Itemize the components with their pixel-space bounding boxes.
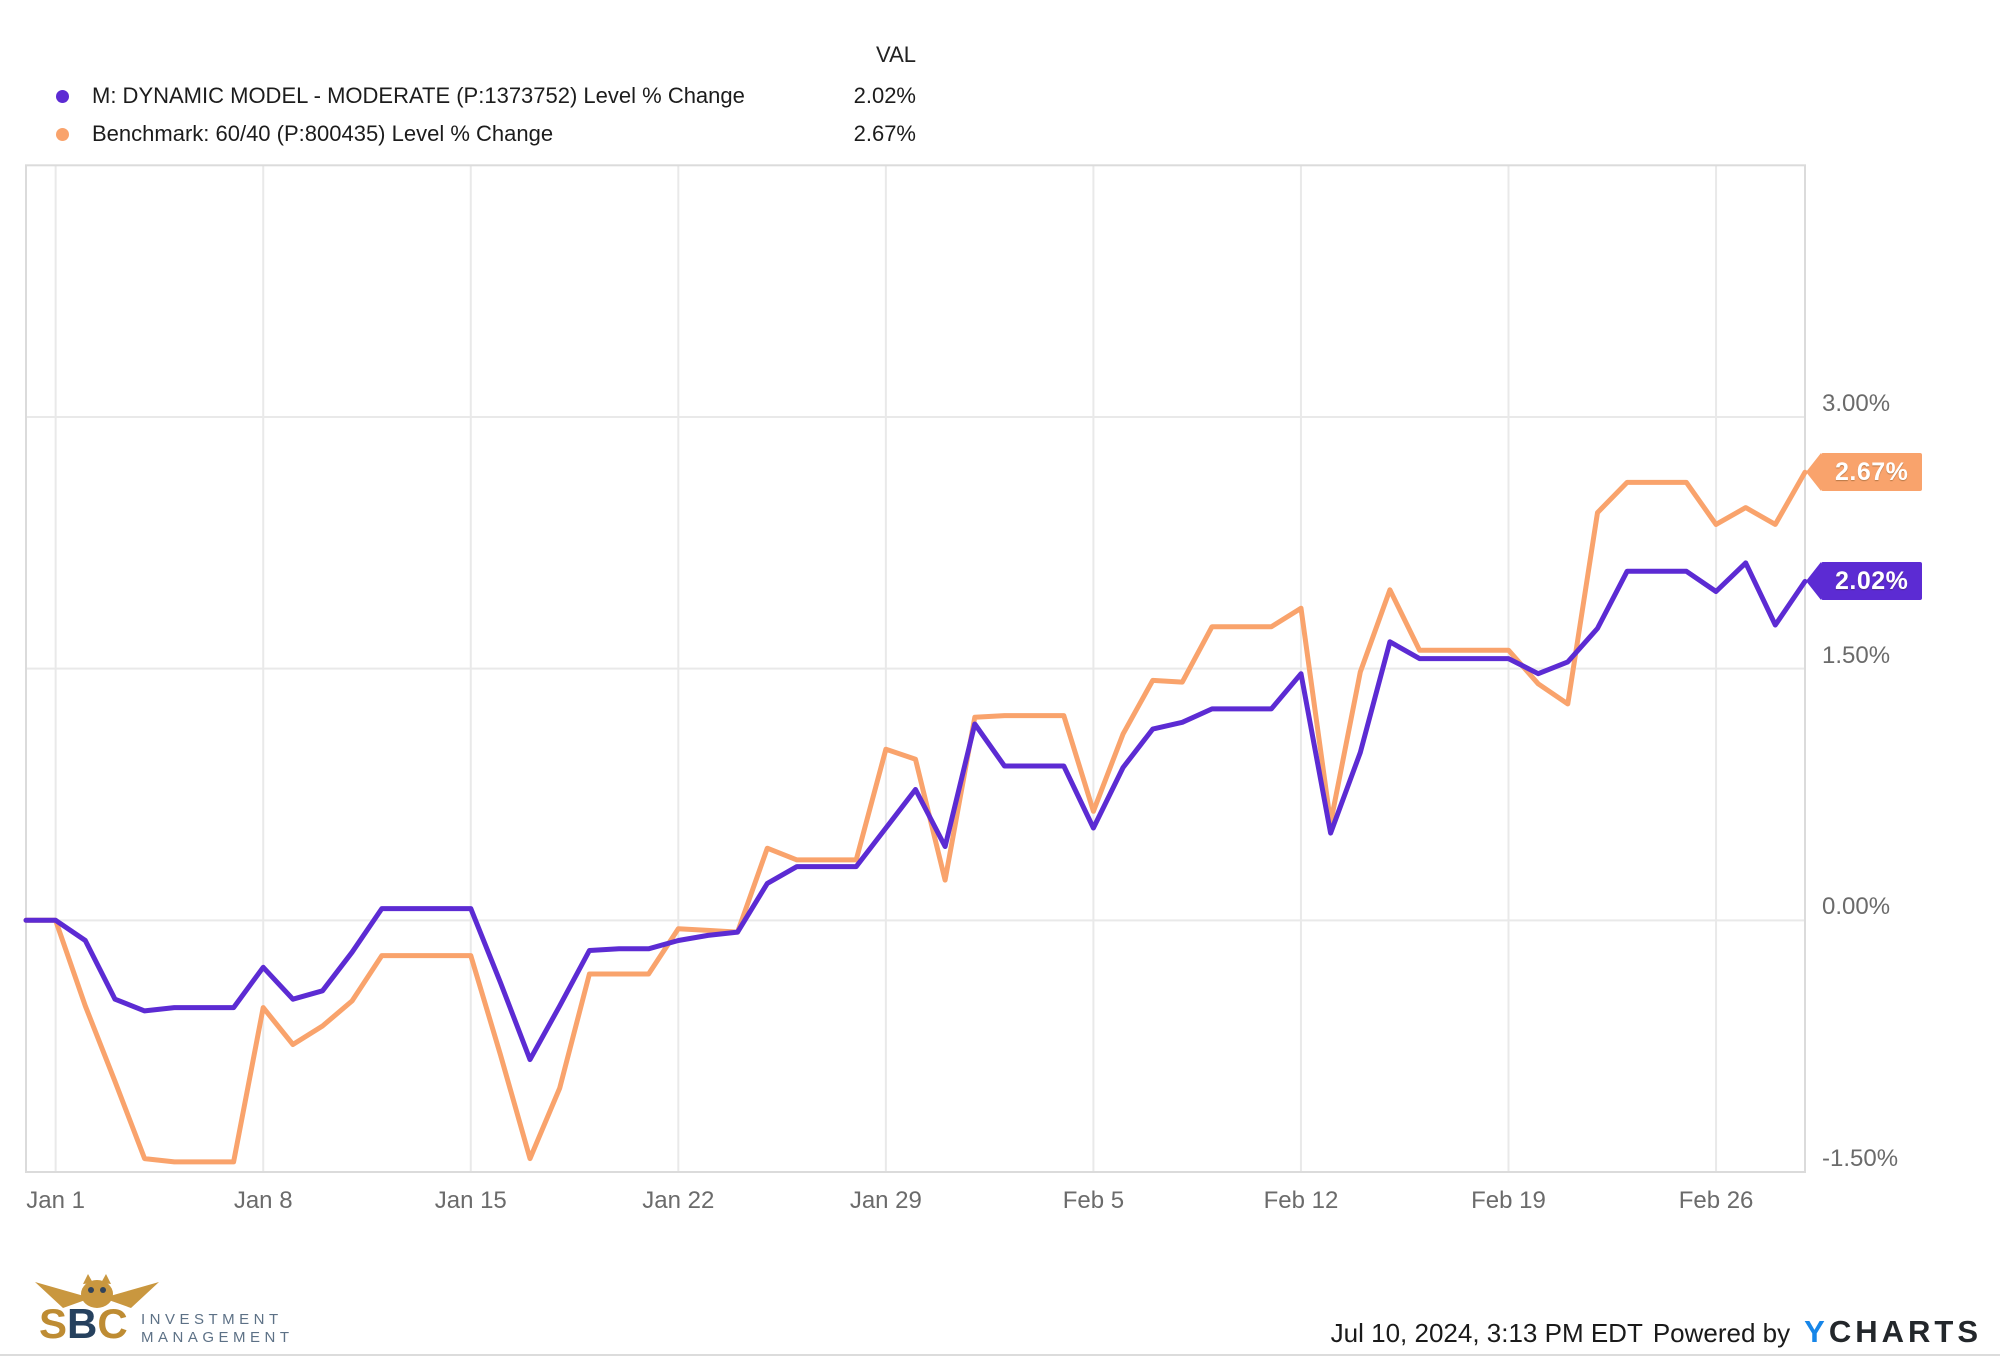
sbc-letter-s: S (39, 1300, 67, 1347)
ycharts-logo: YCHARTS (1804, 1314, 1982, 1350)
benchmark-end-value-badge: 2.67% (1806, 453, 1923, 492)
x-axis-tick-label: Jan 1 (26, 1187, 86, 1214)
model-end-value-badge: 2.02% (1806, 562, 1923, 601)
chart-attribution: Jul 10, 2024, 3:13 PM EDT Powered by YCH… (1331, 1314, 1982, 1350)
model-end-value: 2.02% (1821, 562, 1923, 601)
sbc-management-text: MANAGEMENT (141, 1329, 294, 1346)
y-axis-tick-label: 3.00% (1822, 389, 1891, 417)
x-axis-tick-label: Feb 19 (1471, 1187, 1546, 1214)
legend-val-header: VAL (876, 42, 916, 67)
x-axis-tick-label: Jan 29 (849, 1187, 922, 1214)
legend-value-model: 2.02% (853, 83, 916, 108)
plot-border (25, 164, 1806, 1174)
benchmark-series-line (23, 469, 1808, 1165)
x-axis-tick-label: Feb 12 (1263, 1187, 1339, 1214)
legend-value-benchmark: 2.67% (853, 121, 916, 146)
model-series-line (23, 560, 1808, 1063)
y-axis-tick-label: 0.00% (1822, 893, 1891, 921)
legend-label-benchmark: Benchmark: 60/40 (P:800435) Level % Chan… (92, 121, 554, 146)
x-axis-tick-label: Jan 15 (434, 1187, 507, 1214)
sbc-letter-b: B (67, 1300, 97, 1347)
sbc-wordmark: SBC (39, 1300, 128, 1347)
x-axis-tick-label: Feb 26 (1678, 1187, 1754, 1214)
sbc-logo: SBC INVESTMENT MANAGEMENT (35, 1274, 294, 1347)
x-axis-tick-label: Feb 5 (1062, 1187, 1125, 1214)
benchmark-end-value: 2.67% (1821, 453, 1923, 492)
bottom-divider (0, 1354, 2000, 1356)
x-axis-tick-label: Jan 22 (642, 1187, 715, 1214)
badge-arrow-icon (1806, 453, 1821, 492)
ycharts-charts: CHARTS (1828, 1314, 1982, 1349)
owl-icon (35, 1274, 159, 1308)
timestamp: Jul 10, 2024, 3:13 PM EDT (1330, 1318, 1643, 1348)
legend-row-benchmark: Benchmark: 60/40 (P:800435) Level % Chan… (56, 120, 916, 148)
y-axis-tick-label: -1.50% (1822, 1145, 1899, 1172)
series-color-dot-benchmark (56, 128, 69, 141)
sbc-letter-c: C (97, 1300, 127, 1347)
ycharts-y: Y (1804, 1314, 1829, 1349)
badge-arrow-icon (1806, 562, 1821, 601)
x-axis-tick-label: Jan 8 (233, 1187, 293, 1214)
y-axis-tick-label: 1.50% (1822, 641, 1891, 669)
legend-label-model: M: DYNAMIC MODEL - MODERATE (P:1373752) … (92, 83, 745, 108)
legend-row-model: M: DYNAMIC MODEL - MODERATE (P:1373752) … (56, 82, 916, 110)
sbc-investment-text: INVESTMENT (141, 1311, 283, 1328)
powered-by-text: Powered by (1652, 1318, 1791, 1348)
series-color-dot-model (56, 90, 69, 103)
